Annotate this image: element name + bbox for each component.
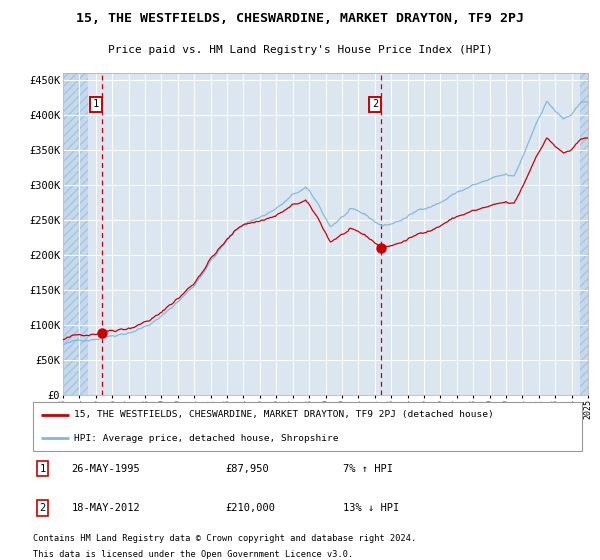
Text: 2: 2 [40,503,46,513]
Text: 13% ↓ HPI: 13% ↓ HPI [343,503,400,513]
Text: £87,950: £87,950 [225,464,269,474]
Text: Contains HM Land Registry data © Crown copyright and database right 2024.: Contains HM Land Registry data © Crown c… [33,534,416,543]
Text: This data is licensed under the Open Government Licence v3.0.: This data is licensed under the Open Gov… [33,550,353,559]
Text: HPI: Average price, detached house, Shropshire: HPI: Average price, detached house, Shro… [74,434,338,443]
Bar [580,73,588,395]
Text: 1: 1 [40,464,46,474]
Text: 26-MAY-1995: 26-MAY-1995 [71,464,140,474]
FancyBboxPatch shape [33,402,582,451]
Text: £210,000: £210,000 [225,503,275,513]
Text: 18-MAY-2012: 18-MAY-2012 [71,503,140,513]
Text: 2: 2 [372,99,378,109]
Text: Price paid vs. HM Land Registry's House Price Index (HPI): Price paid vs. HM Land Registry's House … [107,45,493,55]
Text: 15, THE WESTFIELDS, CHESWARDINE, MARKET DRAYTON, TF9 2PJ: 15, THE WESTFIELDS, CHESWARDINE, MARKET … [76,12,524,25]
Text: 7% ↑ HPI: 7% ↑ HPI [343,464,393,474]
Text: 1: 1 [93,99,99,109]
Bar [63,73,88,395]
Text: 15, THE WESTFIELDS, CHESWARDINE, MARKET DRAYTON, TF9 2PJ (detached house): 15, THE WESTFIELDS, CHESWARDINE, MARKET … [74,410,494,419]
